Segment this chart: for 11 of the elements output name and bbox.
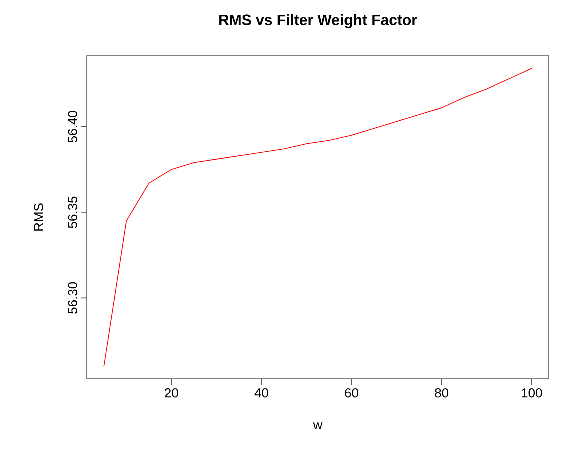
x-tick-label: 80 (435, 388, 449, 398)
x-tick-label: 60 (345, 388, 359, 398)
y-axis-title: RMS (34, 204, 44, 231)
chart-title: RMS vs Filter Weight Factor (220, 14, 418, 28)
x-tick-label: 40 (254, 388, 268, 398)
x-tick-label: 100 (522, 388, 542, 398)
y-tick-label: 56.40 (68, 111, 78, 143)
y-tick-label: 56.30 (68, 282, 78, 314)
x-axis-title: w (313, 422, 323, 430)
y-tick-label: 56.35 (68, 196, 78, 228)
x-tick-label: 20 (165, 388, 178, 398)
